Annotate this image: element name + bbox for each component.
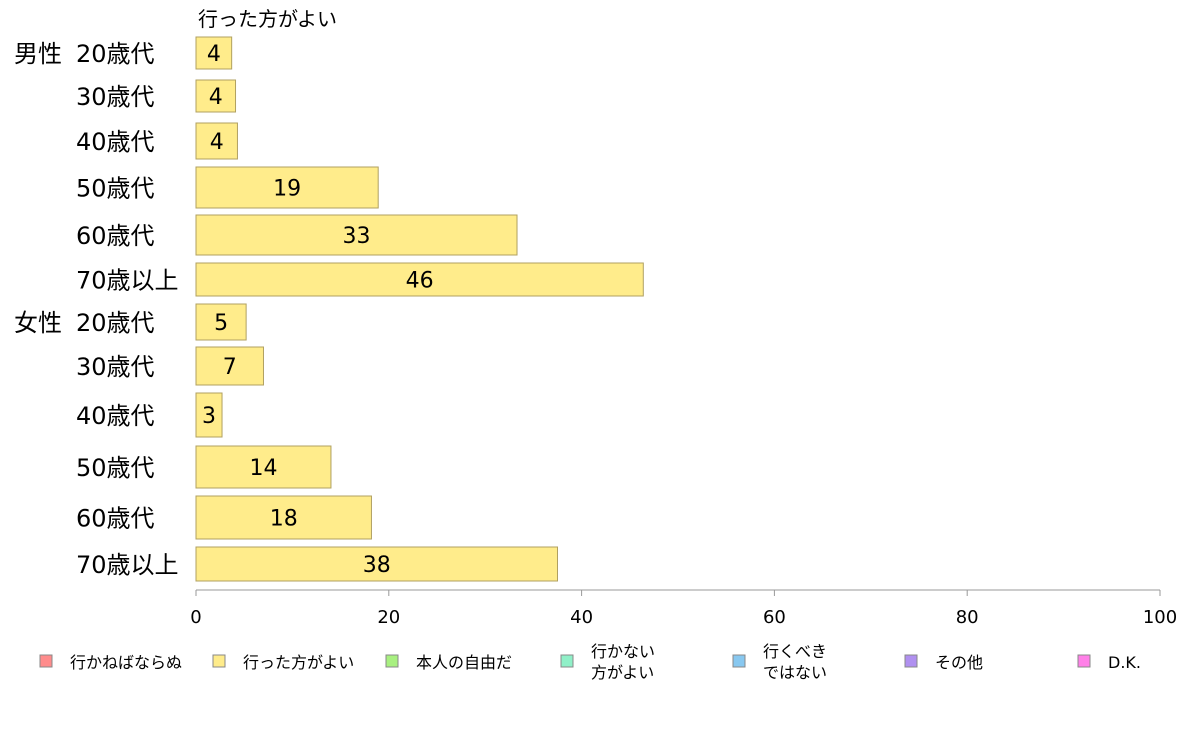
data-label: 38	[363, 553, 391, 578]
bar	[195, 546, 558, 582]
legend-swatch	[212, 654, 226, 668]
category-label: 60歳代	[76, 222, 155, 250]
x-tick-label: 100	[1143, 607, 1177, 628]
category-label: 60歳代	[76, 505, 155, 533]
data-label: 19	[273, 177, 301, 202]
bar	[195, 166, 379, 209]
x-tick-label: 60	[763, 607, 786, 628]
data-label: 5	[214, 311, 228, 336]
legend-label: D.K.	[1108, 653, 1141, 672]
bar	[195, 392, 223, 438]
data-label: 14	[249, 456, 277, 481]
category-label: 70歳以上	[76, 267, 179, 295]
x-tick-label: 0	[190, 607, 201, 628]
category-label: 30歳代	[76, 83, 155, 111]
legend-swatch	[385, 654, 399, 668]
legend-label: 行かない方がよい	[591, 642, 655, 682]
legend-label: その他	[935, 653, 983, 672]
data-label: 4	[209, 85, 223, 110]
bar	[195, 214, 518, 256]
x-tick-label: 20	[377, 607, 400, 628]
legend-label: 行かねばならぬ	[70, 653, 182, 672]
bar	[195, 445, 332, 489]
bar	[195, 303, 247, 341]
legend-swatch	[1077, 654, 1091, 668]
legend-label: 行った方がよい	[243, 653, 354, 672]
bar	[195, 79, 237, 113]
bar	[195, 36, 233, 70]
x-tick-label: 80	[956, 607, 979, 628]
data-label: 33	[343, 224, 371, 249]
data-label: 7	[223, 355, 237, 380]
bar	[195, 262, 644, 297]
category-label: 70歳以上	[76, 551, 179, 579]
legend-swatch	[904, 654, 918, 668]
data-label: 4	[207, 42, 221, 67]
legend-label: 行くべきではない	[763, 642, 827, 682]
bar	[195, 122, 238, 160]
category-label: 50歳代	[76, 175, 155, 203]
data-label: 18	[270, 507, 298, 532]
category-label: 40歳代	[76, 402, 155, 430]
category-label: 40歳代	[76, 128, 155, 156]
x-tick-label: 40	[570, 607, 593, 628]
category-label: 30歳代	[76, 353, 155, 381]
category-label: 20歳代	[76, 40, 155, 68]
legend-label: 本人の自由だ	[416, 653, 512, 672]
data-label: 4	[210, 130, 224, 155]
data-label: 3	[202, 404, 216, 429]
group-label: 女性	[14, 309, 62, 337]
data-label: 46	[406, 269, 434, 294]
bar	[195, 495, 372, 540]
bar	[195, 346, 264, 386]
legend-swatch	[560, 654, 574, 668]
chart-title: 行った方がよい	[198, 7, 337, 31]
legend-swatch	[39, 654, 53, 668]
category-label: 50歳代	[76, 454, 155, 482]
group-label: 男性	[14, 40, 62, 68]
legend-swatch	[732, 654, 746, 668]
category-label: 20歳代	[76, 309, 155, 337]
